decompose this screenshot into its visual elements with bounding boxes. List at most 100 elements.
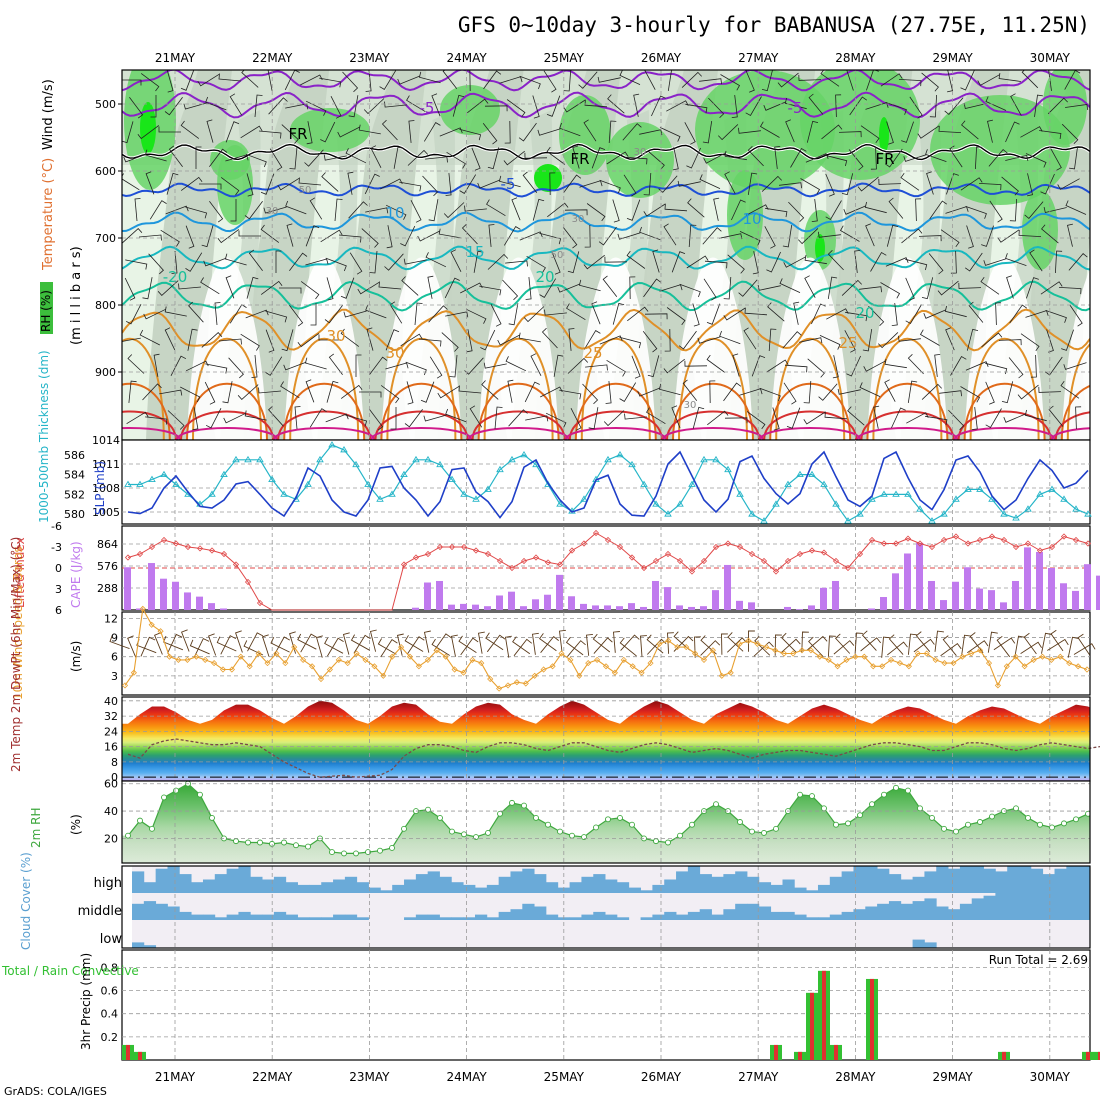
wind-barb [446, 151, 466, 169]
precip-convective-bar [870, 978, 874, 1060]
cloud-bar [522, 868, 535, 893]
thickness-marker [208, 490, 216, 497]
wind-speed-marker [1057, 653, 1064, 660]
wind-barb [686, 147, 701, 169]
thickness-marker [940, 510, 948, 517]
wind-barb [479, 285, 502, 296]
cloud-bar [238, 866, 251, 893]
wind-barb [629, 276, 636, 300]
cloud-bar [427, 871, 440, 893]
wind-speed-marker [398, 644, 405, 651]
thickness-marker [952, 495, 960, 502]
wind-speed-marker [371, 663, 378, 670]
thickness-tick-label: 580 [64, 508, 85, 521]
wind-barb [498, 175, 521, 188]
wind-barb [786, 407, 801, 429]
wind-barb [825, 200, 842, 221]
cape-bar [184, 592, 191, 610]
lifted-index-marker [580, 540, 588, 547]
surface-wind-barb [316, 635, 323, 658]
surface-wind-barb [1014, 635, 1025, 657]
wind-barb [122, 173, 140, 191]
wind-barb [958, 282, 982, 289]
wind-barb [989, 200, 1003, 223]
cape-bar [748, 602, 755, 610]
wind-barb [663, 358, 685, 374]
wind-barb [928, 253, 944, 275]
wind-barb [1057, 178, 1080, 190]
wind-barb [622, 123, 642, 141]
wind-barb [248, 249, 263, 272]
thickness-marker [520, 450, 528, 458]
wind-barb [309, 408, 327, 428]
wind-barb [582, 383, 599, 405]
wind-barb [578, 71, 598, 89]
wind-label: Wind (m/s) [41, 79, 56, 150]
surface-wind-barb [327, 637, 344, 657]
thickness-tick-label: 586 [64, 449, 85, 462]
wind-barb [963, 103, 987, 109]
lifted-index-marker [964, 540, 972, 547]
wind-barb [652, 249, 660, 273]
wind-barb [142, 277, 153, 300]
wind-barb [666, 100, 689, 112]
rh-marker [905, 787, 911, 794]
thickness-marker [844, 517, 852, 524]
wind-barb [820, 70, 840, 87]
lifted-index-marker [760, 557, 768, 565]
wind-barb [381, 119, 398, 141]
cloud-bar [250, 876, 263, 893]
wind-barb [473, 250, 484, 273]
wind-barb [606, 151, 629, 165]
cape-bar [412, 607, 419, 610]
wind-speed-marker [291, 644, 298, 651]
wind-barb [987, 119, 993, 143]
wind-barb [379, 70, 397, 90]
wind-barb [294, 406, 301, 430]
wind-barb [530, 353, 542, 376]
lifted-index-marker [232, 561, 240, 568]
warm-contour-arch [380, 382, 463, 440]
contour-label: 20 [855, 304, 874, 322]
wind-barb [222, 381, 233, 404]
wind-barb [706, 354, 726, 373]
cloud-bar [285, 882, 298, 893]
wind-barb [404, 408, 423, 428]
top-date-label: 24MAY [446, 51, 487, 65]
top-date-label: 21MAY [155, 51, 196, 65]
wind-barb [739, 231, 761, 246]
thickness-marker [304, 480, 312, 487]
wind-barb [532, 95, 540, 119]
wind-barb [263, 206, 287, 214]
wind-barb [845, 311, 868, 322]
wind-barb [178, 283, 202, 290]
thickness-marker [892, 490, 900, 497]
wind-speed-marker [300, 656, 307, 663]
wind-speed-marker [406, 653, 414, 660]
wind-speed-marker [807, 647, 814, 654]
wind-speed-marker [816, 653, 823, 660]
wind-barb [1068, 253, 1088, 271]
wind-barb [1069, 304, 1083, 327]
lifted-index-marker [568, 547, 576, 554]
contour-label: 30 [572, 214, 585, 225]
lifted-index-marker [136, 550, 144, 558]
wind-barb [279, 287, 302, 294]
wind-barb [667, 70, 678, 91]
cloud-bar [806, 917, 819, 920]
temp2m-title: 2m Temp 2m DewPt (6hr Min/Max) (°C) [9, 537, 23, 772]
lifted-index-marker [244, 578, 252, 586]
surface-wind-barb [1041, 632, 1052, 654]
thickness-marker [268, 475, 276, 482]
wind-barb [418, 338, 442, 347]
wind-barb [484, 105, 508, 112]
wind-barb [841, 279, 862, 296]
rh-marker [605, 816, 611, 823]
thickness-marker [772, 500, 780, 507]
wind-barb [140, 73, 160, 92]
wind-barb [709, 380, 716, 404]
wind-barb [860, 125, 880, 144]
wind-barb [251, 354, 258, 378]
wind-barb [978, 183, 1002, 191]
